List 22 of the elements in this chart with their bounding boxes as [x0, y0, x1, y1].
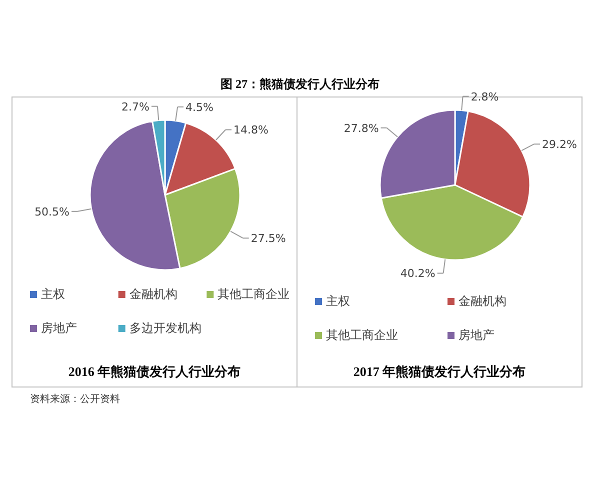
legend-label: 金融机构	[129, 287, 178, 301]
caption: 图 27：熊猫债发行人行业分布	[220, 77, 380, 91]
legend-label: 金融机构	[458, 294, 506, 308]
text: 2017 年熊猫债发行人行业分布	[353, 364, 526, 379]
data-label: 27.8%	[344, 122, 379, 135]
legend-label: 其他工商企业	[326, 328, 398, 342]
legend-label: 主权	[41, 287, 65, 301]
data-label: 14.8%	[234, 124, 268, 137]
data-label: 27.5%	[250, 232, 286, 246]
legend-label: 房地产	[458, 328, 494, 342]
text: 资料来源：公开资料	[30, 393, 120, 405]
data-label: 29.2%	[542, 138, 577, 152]
data-label: 2.7%	[122, 100, 150, 114]
legend-label: 主权	[326, 294, 350, 308]
legend-label: 房地产	[41, 321, 77, 335]
data-label: 50.5%	[34, 205, 70, 218]
data-label: 40.2%	[400, 267, 436, 280]
legend-label: 其他工商企业	[218, 287, 290, 301]
data-label: 2.8%	[470, 90, 499, 104]
text: 2016 年熊猫债发行人行业分布	[68, 364, 241, 379]
legend-label: 多边开发机构	[129, 321, 202, 335]
data-label: 4.5%	[186, 100, 214, 114]
